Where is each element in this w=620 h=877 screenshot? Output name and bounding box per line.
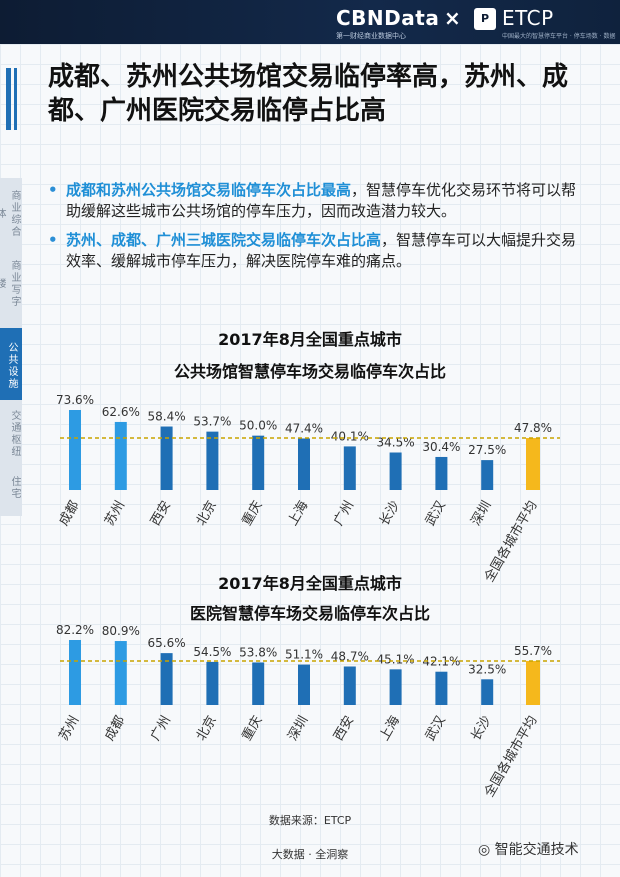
chart2-category-label-2: 广州 xyxy=(148,714,174,744)
sidebar-item-public-facilities[interactable]: 公共设施 xyxy=(0,328,22,400)
sidebar-item-residential[interactable]: 住宅 xyxy=(9,476,20,500)
chart2-bar-9 xyxy=(481,679,494,705)
title-accent-bar xyxy=(6,68,11,130)
chart1-category-label-5: 上海 xyxy=(285,499,311,529)
chart1-value-label-8: 30.4% xyxy=(422,440,460,454)
chart1-category-label-9: 深圳 xyxy=(469,499,495,529)
chart1-value-label-7: 34.5% xyxy=(377,436,415,450)
chart2-title-line1: 2017年8月全国重点城市 xyxy=(218,574,402,593)
etcp-logo-icon: P xyxy=(474,8,496,30)
chart1-value-label-1: 62.6% xyxy=(102,405,140,419)
chart2-category-label-4: 重庆 xyxy=(239,713,266,744)
header-bar: CBNData 第一财经商业数据中心 × P ETCP 中国最大的智慧停车平台 … xyxy=(0,0,620,44)
chart2-bar-1 xyxy=(114,641,127,705)
chart2-value-label-4: 53.8% xyxy=(239,645,277,659)
chart1-category-label-8: 武汉 xyxy=(423,499,449,529)
bullet-highlight: 苏州、成都、广州三城医院交易临停车次占比高 xyxy=(66,231,382,249)
wechat-label: 智能交通技术 xyxy=(494,842,579,858)
chart2-category-label-6: 西安 xyxy=(331,714,357,744)
bullet-text: ，智慧停车优化交易环节将可以帮助缓解这些城市公共场馆的停车压力，因而改造潜力较大… xyxy=(66,181,577,220)
chart2-title-line2: 医院智慧停车场交易临停车次占比 xyxy=(189,604,430,623)
bullet-dot-icon: • xyxy=(48,231,58,249)
chart1-bar-7 xyxy=(389,452,402,490)
cbndata-logo: CBNData xyxy=(336,6,440,30)
page-title: 成都、苏州公共场馆交易临停率高，苏州、成都、广州医院交易临停占比高 xyxy=(48,62,569,126)
chart2-category-label-8: 武汉 xyxy=(423,714,449,744)
chart1-bar-9 xyxy=(481,460,494,490)
chart2-bar-5 xyxy=(298,664,310,705)
chart2-value-label-5: 51.1% xyxy=(285,648,323,662)
chart2-value-label-8: 42.1% xyxy=(422,655,460,669)
chart2-value-label-7: 45.1% xyxy=(377,652,415,666)
chart1-bar-8 xyxy=(435,456,448,490)
chart1-category-label-4: 重庆 xyxy=(239,498,266,529)
chart2-bar-6 xyxy=(343,666,356,705)
chart1-bar-2 xyxy=(160,426,173,490)
chart1-value-label-10: 47.8% xyxy=(514,421,552,435)
bullet-dot-icon: • xyxy=(48,181,58,199)
chart1-value-label-9: 27.5% xyxy=(468,443,506,457)
bullet-item: • 苏州、成都、广州三城医院交易临停车次占比高，智慧停车可以大幅提升交易效率、缓… xyxy=(48,230,588,272)
chart2-value-label-1: 80.9% xyxy=(102,624,140,638)
chart1-value-label-0: 73.6% xyxy=(56,393,94,407)
chart1-bar-0 xyxy=(69,410,81,490)
chart2-value-label-9: 32.5% xyxy=(468,662,506,676)
chart2-value-label-0: 82.2% xyxy=(56,623,94,637)
title-accent-bar-thin xyxy=(14,68,17,130)
chart2-value-label-6: 48.7% xyxy=(331,649,369,663)
bullet-text: ，智慧停车可以大幅提升交易效率、缓解城市停车压力，解决医院停车难的痛点。 xyxy=(66,231,577,270)
bullet-list: • 成都和苏州公共场馆交易临停车次占比最高，智慧停车优化交易环节将可以帮助缓解这… xyxy=(48,180,588,280)
chart2-value-label-10: 55.7% xyxy=(514,644,552,658)
chart1-value-label-2: 58.4% xyxy=(148,410,186,424)
chart2-bar-2 xyxy=(160,653,173,705)
sidebar-item-office[interactable]: 商业写字楼 xyxy=(0,260,20,308)
times-symbol: × xyxy=(444,6,461,30)
chart2-category-label-3: 北京 xyxy=(194,714,220,744)
chart2-bar-8 xyxy=(435,671,448,705)
chart1-category-label-3: 北京 xyxy=(194,499,220,529)
chart1-bar-3 xyxy=(206,431,219,490)
chart2-category-label-5: 深圳 xyxy=(285,714,311,744)
chart1-category-label-1: 苏州 xyxy=(101,498,128,529)
wechat-icon: ◎ xyxy=(478,842,491,858)
wechat-account: ◎ 智能交通技术 xyxy=(478,839,579,859)
chart2-category-label-0: 苏州 xyxy=(56,713,83,744)
chart1-title-line2: 公共场馆智慧停车场交易临停车次占比 xyxy=(173,362,446,381)
chart1-category-label-0: 成都 xyxy=(56,499,82,529)
chart2-bar-10 xyxy=(526,660,540,705)
etcp-logo: ETCP xyxy=(502,6,554,30)
chart1-value-label-6: 40.1% xyxy=(331,429,369,443)
chart1-bar-1 xyxy=(114,421,127,490)
chart1-value-label-3: 53.7% xyxy=(193,415,231,429)
chart2-category-label-9: 长沙 xyxy=(469,714,495,744)
chart1-bar-4 xyxy=(252,435,265,490)
etcp-subtitle: 中国最大的智慧停车平台 · 停车场数 · 数据 xyxy=(502,33,616,40)
bullet-highlight: 成都和苏州公共场馆交易临停车次占比最高 xyxy=(66,181,352,199)
chart2-value-label-3: 54.5% xyxy=(193,645,231,659)
chart2-value-label-2: 65.6% xyxy=(148,636,186,650)
chart1-category-label-6: 广州 xyxy=(331,499,357,529)
chart1-bar-5 xyxy=(298,438,310,490)
sidebar-item-transport-hub[interactable]: 交通枢纽 xyxy=(9,410,20,458)
chart1-category-label-7: 长沙 xyxy=(377,499,403,529)
chart2-bar-7 xyxy=(389,669,402,705)
chart2-bar-0 xyxy=(69,640,81,705)
chart2-bar-4 xyxy=(252,662,265,705)
chart1-value-label-5: 47.4% xyxy=(285,421,323,435)
bullet-item: • 成都和苏州公共场馆交易临停车次占比最高，智慧停车优化交易环节将可以帮助缓解这… xyxy=(48,180,588,222)
chart1-category-label-2: 西安 xyxy=(148,499,174,529)
sidebar-item-commercial-complex[interactable]: 商业综合体 xyxy=(0,190,20,238)
data-source: 数据来源：ETCP xyxy=(268,814,352,827)
chart1-value-label-4: 50.0% xyxy=(239,419,277,433)
footer-tagline: 大数据 · 全洞察 xyxy=(271,848,349,861)
chart2-category-label-1: 成都 xyxy=(102,714,128,744)
chart2-bar-3 xyxy=(206,661,219,705)
chart1-title-line1: 2017年8月全国重点城市 xyxy=(218,330,402,349)
chart1-bar-10 xyxy=(526,438,540,490)
chart1-bar-6 xyxy=(343,446,356,490)
sidebar: 商业综合体 商业写字楼 公共设施 交通枢纽 住宅 xyxy=(0,178,22,516)
cbndata-subtitle: 第一财经商业数据中心 xyxy=(336,32,406,40)
chart2-category-label-7: 上海 xyxy=(377,714,403,744)
